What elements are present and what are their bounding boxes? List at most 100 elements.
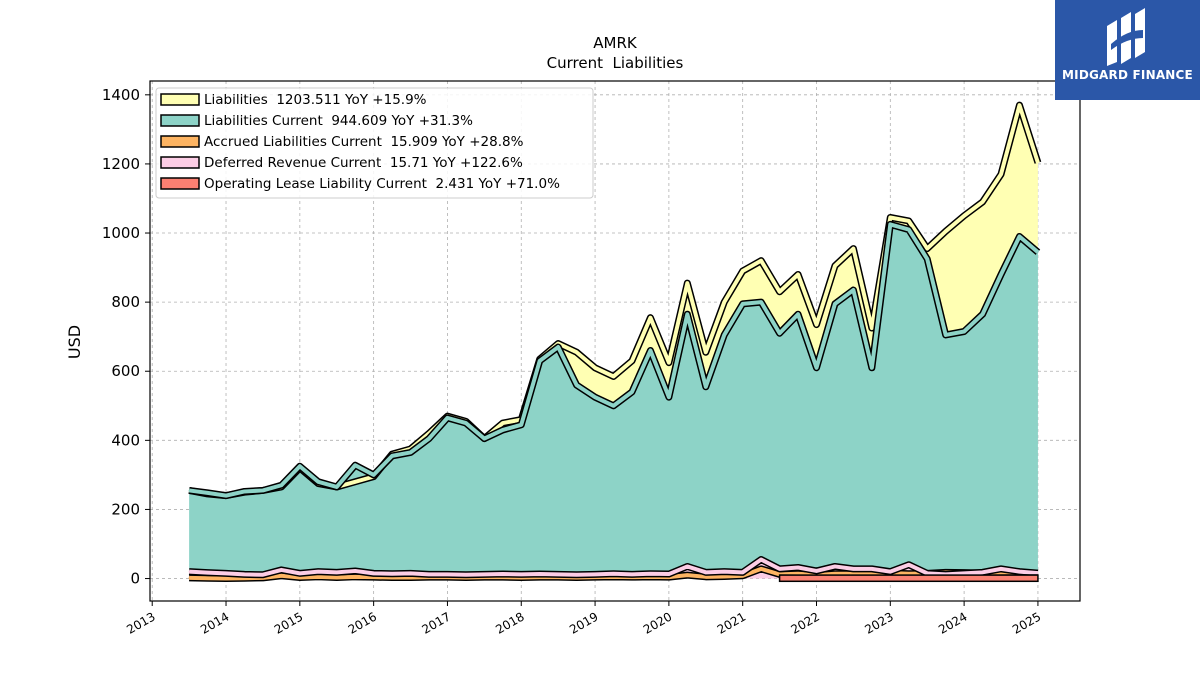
- data-point: [354, 570, 356, 572]
- data-point: [815, 367, 818, 369]
- data-point: [631, 360, 633, 362]
- data-point: [834, 303, 836, 305]
- data-point: [797, 573, 799, 575]
- data-point: [502, 573, 504, 575]
- data-point: [889, 216, 891, 219]
- data-point: [668, 396, 670, 398]
- data-point: [963, 330, 965, 333]
- data-point: [723, 575, 725, 578]
- data-point: [243, 490, 246, 493]
- y-tick-label: 1400: [102, 86, 140, 104]
- data-point: [760, 558, 762, 561]
- data-point: [742, 270, 744, 272]
- data-point: [391, 576, 393, 579]
- data-point: [871, 327, 873, 329]
- data-point: [483, 573, 485, 575]
- data-point: [594, 396, 596, 398]
- data-point: [778, 568, 781, 570]
- x-tick-label: 2021: [715, 609, 748, 636]
- data-point: [1037, 251, 1039, 253]
- data-point: [225, 572, 227, 574]
- data-point: [502, 422, 504, 424]
- data-point: [908, 228, 910, 231]
- data-point: [188, 489, 190, 492]
- legend-entry-label: Accrued Liabilities Current 15.909 YoY +…: [204, 134, 524, 150]
- data-point: [409, 576, 412, 579]
- data-point: [1000, 568, 1002, 570]
- data-point: [576, 574, 578, 576]
- data-point: [926, 258, 928, 260]
- data-point: [668, 361, 670, 364]
- data-point: [206, 492, 209, 494]
- chart-subtitle: Current Liabilities: [547, 54, 684, 72]
- brand-logo: MIDGARD FINANCE: [1055, 0, 1200, 100]
- data-point: [981, 313, 984, 315]
- data-point: [483, 438, 485, 440]
- data-point: [742, 303, 744, 305]
- data-point: [576, 351, 578, 353]
- data-point: [834, 565, 836, 568]
- data-point: [1018, 571, 1021, 573]
- data-point: [889, 223, 891, 225]
- data-point: [705, 351, 707, 353]
- data-point: [649, 573, 652, 575]
- data-point: [852, 247, 855, 250]
- legend-swatch: [160, 93, 200, 106]
- data-point: [465, 574, 467, 576]
- data-point: [649, 317, 652, 319]
- data-point: [963, 215, 965, 217]
- data-point: [446, 417, 449, 419]
- data-point: [760, 568, 762, 570]
- x-tick-label: 2023: [862, 609, 895, 636]
- data-point: [815, 323, 818, 326]
- data-point: [871, 572, 873, 574]
- data-point: [373, 572, 375, 574]
- data-point: [945, 230, 947, 232]
- data-point: [354, 464, 356, 466]
- data-point: [834, 573, 836, 575]
- y-tick-label: 600: [111, 362, 140, 380]
- data-point: [317, 481, 319, 483]
- data-point: [760, 260, 762, 262]
- data-point: [243, 573, 246, 575]
- legend-entry-label: Operating Lease Liability Current 2.431 …: [204, 176, 560, 192]
- data-point: [723, 334, 725, 336]
- data-point: [612, 375, 615, 378]
- data-point: [262, 574, 264, 576]
- brand-name: MIDGARD FINANCE: [1062, 68, 1193, 82]
- data-point: [612, 405, 615, 407]
- data-point: [206, 572, 209, 574]
- data-point: [299, 465, 301, 467]
- data-point: [557, 573, 559, 575]
- x-tick-label: 2020: [641, 609, 674, 636]
- y-tick-label: 400: [111, 431, 140, 449]
- data-point: [1000, 173, 1002, 175]
- data-point: [631, 391, 633, 393]
- x-tick-label: 2014: [198, 609, 231, 636]
- data-point: [834, 265, 836, 267]
- data-point: [723, 301, 725, 303]
- x-tick-label: 2024: [936, 609, 969, 636]
- data-point: [465, 422, 467, 424]
- data-point: [926, 572, 928, 574]
- data-point: [409, 451, 412, 454]
- data-point: [908, 573, 910, 575]
- data-point: [520, 573, 522, 575]
- x-tick-label: 2017: [419, 609, 452, 636]
- y-tick-label: 200: [111, 500, 140, 518]
- y-axis-label: USD: [65, 325, 84, 359]
- data-point: [188, 571, 190, 573]
- x-tick-label: 2016: [346, 609, 379, 636]
- data-point: [815, 570, 818, 572]
- data-point: [539, 360, 541, 362]
- data-point: [945, 334, 947, 336]
- data-point: [1000, 573, 1002, 575]
- data-point: [1018, 235, 1021, 238]
- brand-logo-icon: [1107, 8, 1145, 66]
- x-tick-label: 2025: [1010, 609, 1043, 636]
- data-point: [428, 438, 430, 440]
- data-point: [852, 568, 855, 570]
- data-point: [926, 247, 928, 250]
- data-point: [354, 576, 356, 578]
